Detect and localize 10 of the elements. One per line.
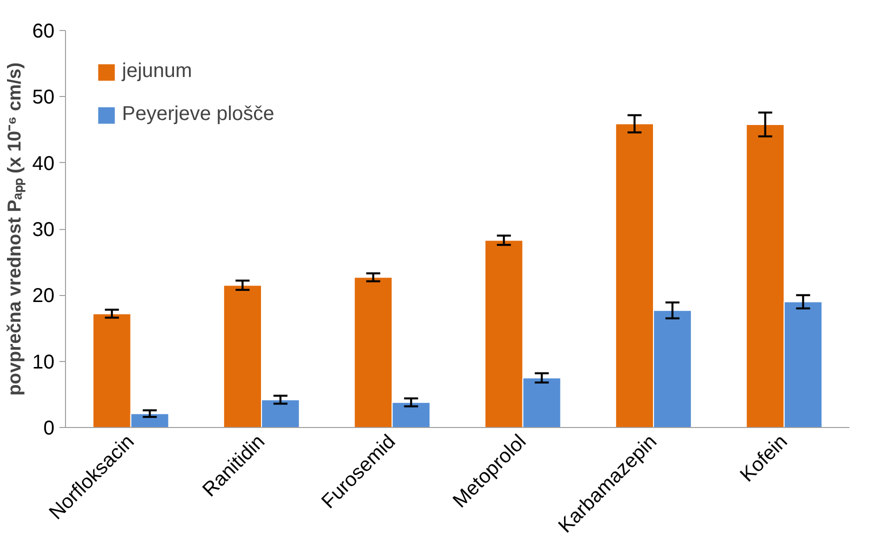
- y-tick-label: 30: [32, 219, 55, 241]
- y-axis-title: povprečna vrednost Pₐₚₚ (x 10⁻⁶ cm/s): [3, 62, 26, 396]
- y-tick-label: 40: [32, 152, 55, 175]
- y-tick-label: 10: [32, 351, 55, 374]
- legend-label: jejunum: [122, 60, 192, 83]
- legend-label: Peyerjeve plošče: [122, 103, 274, 126]
- y-tick-label: 0: [43, 418, 54, 440]
- y-tick-label: 60: [32, 20, 55, 42]
- y-tick-label: 50: [32, 86, 55, 109]
- y-tick-label: 20: [32, 285, 55, 308]
